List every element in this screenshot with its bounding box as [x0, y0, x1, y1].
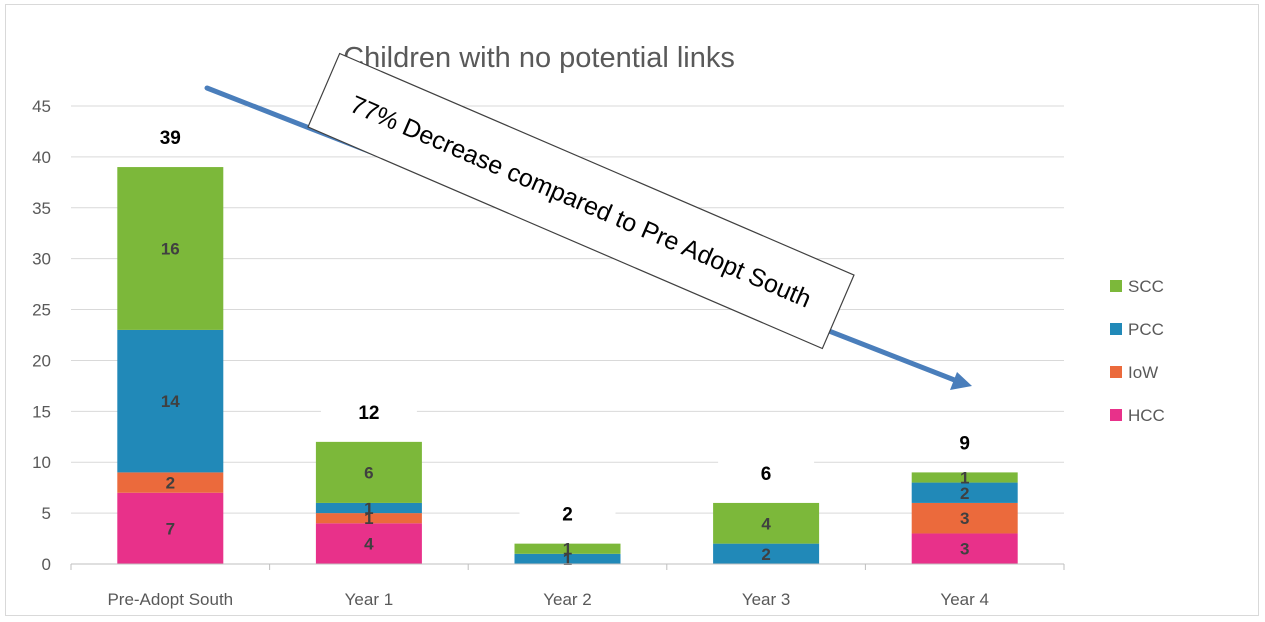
bar-segment-hcc	[315, 523, 422, 564]
data-label: 4	[761, 514, 771, 533]
bar-segment-iow	[117, 472, 224, 493]
data-label: 3	[960, 540, 969, 559]
total-label: 6	[761, 464, 772, 485]
y-tick-label: 20	[32, 351, 51, 370]
data-label: 4	[364, 535, 374, 554]
data-label: 7	[166, 519, 175, 538]
x-tick-label: Year 4	[940, 590, 989, 609]
legend: SCC PCC IoW HCC	[1110, 277, 1165, 425]
trend-arrow-head	[950, 372, 972, 390]
data-label: 1	[960, 468, 969, 487]
total-label-bg	[718, 457, 815, 488]
data-label: 1	[563, 540, 572, 559]
bar-segment-pcc	[713, 543, 820, 564]
chart-svg: Children with no potential links 0 5 10 15 2…	[32, 42, 1165, 609]
annotation-box	[307, 52, 855, 350]
total-label: 12	[358, 403, 379, 424]
total-label: 39	[160, 128, 181, 149]
data-label: 3	[960, 509, 969, 528]
data-label: 1	[364, 499, 373, 518]
legend-swatch-hcc	[1110, 409, 1122, 421]
total-label-bg	[122, 122, 219, 153]
bar-segment-pcc	[315, 502, 422, 514]
y-axis: 0 5 10 15 20 25 30 35 40 45	[32, 97, 51, 574]
x-tick-label: Pre-Adopt South	[107, 590, 233, 609]
y-tick-label: 15	[32, 402, 51, 421]
data-label: 2	[166, 474, 175, 493]
total-label: 2	[562, 505, 573, 526]
bar-segment-pcc	[117, 329, 224, 473]
data-label: 1	[563, 550, 572, 569]
data-label: 14	[161, 392, 180, 411]
bar-segment-scc	[514, 543, 621, 554]
x-tick-label: Year 2	[543, 590, 592, 609]
total-label: 9	[959, 433, 970, 454]
chart-frame: Children with no potential links 0 5 10 15 2…	[5, 4, 1259, 616]
legend-label-hcc: HCC	[1128, 406, 1165, 425]
total-label-bg	[320, 396, 417, 427]
y-tick-label: 0	[42, 555, 51, 574]
bar-segment-pcc	[911, 482, 1018, 503]
legend-swatch-iow	[1110, 366, 1122, 378]
data-label: 1	[364, 509, 373, 528]
data-label: 2	[960, 484, 969, 503]
legend-label-pcc: PCC	[1128, 320, 1164, 339]
y-tick-label: 25	[32, 301, 51, 320]
y-tick-label: 5	[42, 504, 51, 523]
annotation-text: 77% Decrease compared to Pre Adopt South	[346, 90, 815, 313]
data-label: 2	[761, 545, 770, 564]
bar-segment-iow	[911, 502, 1018, 534]
x-axis: Pre-Adopt South Year 1 Year 2 Year 3 Year 4	[70, 563, 1065, 609]
data-label: 6	[364, 463, 373, 482]
chart-title: Children with no potential links	[343, 42, 735, 74]
y-tick-label: 45	[32, 97, 51, 116]
total-label-bg	[519, 498, 616, 529]
legend-label-scc: SCC	[1128, 277, 1164, 296]
y-tick-label: 40	[32, 148, 51, 167]
y-tick-label: 30	[32, 250, 51, 269]
y-tick-label: 10	[32, 453, 51, 472]
x-tick-label: Year 1	[345, 590, 394, 609]
data-label: 16	[161, 239, 180, 258]
bar-segment-hcc	[117, 492, 224, 564]
bar-segment-scc	[713, 502, 820, 544]
total-label-bg	[916, 427, 1013, 458]
legend-swatch-pcc	[1110, 323, 1122, 335]
bar-segment-scc	[117, 167, 224, 330]
legend-label-iow: IoW	[1128, 363, 1158, 382]
bar-segment-hcc	[911, 533, 1018, 564]
legend-swatch-scc	[1110, 280, 1122, 292]
y-tick-label: 35	[32, 199, 51, 218]
gridlines	[71, 105, 1064, 514]
bar-segment-pcc	[514, 553, 621, 564]
x-tick-label: Year 3	[742, 590, 791, 609]
bar-segment-iow	[315, 513, 422, 524]
bar-segment-scc	[911, 472, 1018, 483]
annotation: 77% Decrease compared to Pre Adopt South	[204, 52, 972, 390]
bar-segment-scc	[315, 441, 422, 503]
